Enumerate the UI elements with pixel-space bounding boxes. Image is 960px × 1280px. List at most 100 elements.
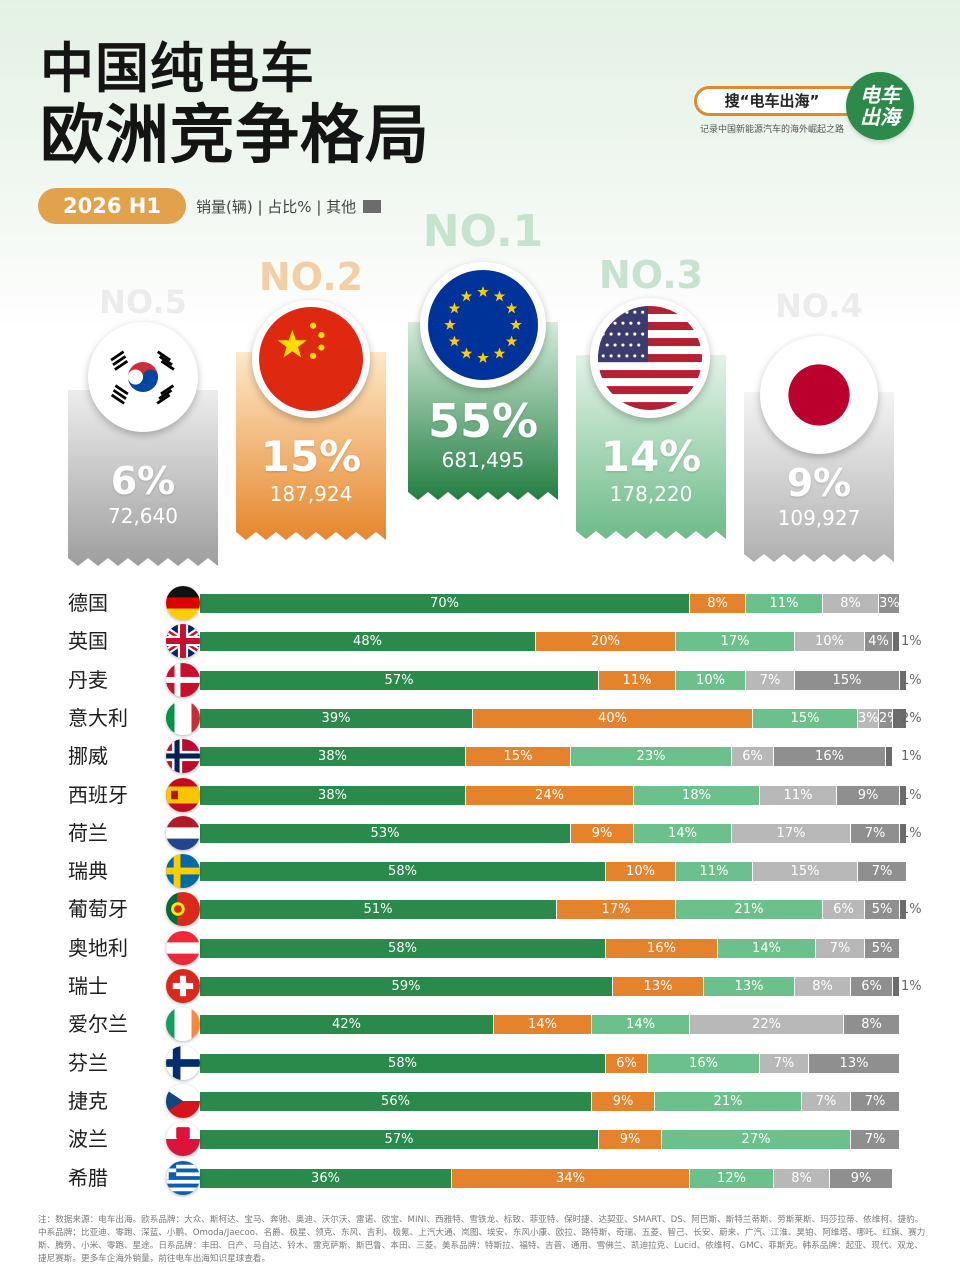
flag-disc-japan: [760, 336, 878, 454]
brand-logo: 电车 出海: [846, 72, 914, 140]
cn-segment: 24%: [466, 785, 634, 805]
other-segment: [900, 670, 907, 690]
podium-stats-no3: 14% 178,220: [576, 436, 726, 506]
country-label: 瑞典: [68, 859, 108, 884]
kr-segment: 3%: [879, 594, 900, 613]
stacked-bar: 57% 11% 10% 7% 15%: [200, 670, 907, 690]
cn-segment: 34%: [452, 1168, 690, 1188]
country-label: 爱尔兰: [68, 1012, 128, 1037]
eu-segment: 58%: [200, 938, 606, 958]
jp-segment: 8%: [823, 594, 879, 613]
us-segment: 14%: [718, 938, 816, 958]
us-segment: 16%: [648, 1053, 760, 1073]
title-line-2: 欧洲竞争格局: [40, 99, 430, 173]
jp-segment: 8%: [795, 977, 851, 996]
share-percent: 55%: [427, 394, 539, 448]
stacked-bar: 39%40%15%3%2%: [200, 708, 907, 728]
norway-flag-icon: [166, 739, 200, 774]
kr-segment: 8%: [844, 1015, 900, 1035]
share-percent: 15%: [260, 432, 362, 481]
podium-card-no5: [68, 390, 218, 566]
cn-segment: 10%: [606, 862, 676, 882]
kr-segment: 2%: [879, 708, 893, 728]
jp-segment: 7%: [802, 1091, 851, 1111]
eu-segment: 58%: [200, 862, 606, 882]
eu-segment: 48%: [200, 632, 536, 652]
portugal-flag-icon: [166, 892, 200, 927]
title-line-1: 中国纯电车: [40, 37, 315, 100]
eu-segment: 57%: [200, 670, 599, 690]
period-badge: 2026 H1: [38, 188, 186, 224]
kr-segment: 5%: [865, 900, 900, 920]
us-segment: 27%: [662, 1130, 851, 1150]
sales-volume: 178,220: [609, 482, 693, 506]
podium-stats-no1: 55% 681,495: [408, 398, 558, 470]
eu-segment: 51%: [200, 900, 557, 920]
stacked-bar: 58% 6% 16% 7% 13%: [200, 1053, 900, 1073]
kr-segment: 7%: [851, 1130, 900, 1150]
kr-segment: 6%: [851, 977, 893, 996]
eu-segment: 56%: [200, 1091, 592, 1111]
eu-flag-icon: [428, 270, 538, 380]
cn-segment: 40%: [473, 708, 753, 728]
country-label: 意大利: [68, 705, 128, 730]
kr-segment: 9%: [830, 1168, 893, 1188]
stacked-bar: 56% 9% 21% 7% 7%: [200, 1091, 900, 1111]
flag-disc-usa: [590, 298, 710, 418]
jp-segment: 3%: [858, 708, 879, 728]
eu-segment: 59%: [200, 977, 613, 996]
jp-segment: 7%: [760, 1053, 809, 1073]
country-label: 波兰: [68, 1127, 108, 1152]
brand-search-pill[interactable]: 搜“电车出海”: [694, 86, 874, 116]
legend-other-swatch: [362, 200, 381, 213]
us-segment: 10%: [676, 670, 746, 690]
rank-no1: NO.1: [422, 206, 544, 257]
eu-segment: 58%: [200, 1053, 606, 1073]
stacked-bar: 57% 9% 27% 7%: [200, 1130, 900, 1150]
jp-segment: 6%: [823, 900, 865, 920]
country-label: 英国: [68, 629, 108, 654]
cn-segment: 9%: [599, 1130, 662, 1150]
spain-flag-icon: [166, 777, 200, 812]
kr-segment: 5%: [865, 938, 900, 958]
finland-flag-icon: [166, 1045, 200, 1080]
share-percent: 9%: [786, 461, 852, 505]
stacked-bar: 36% 34% 12% 8% 9%: [200, 1168, 900, 1188]
netherlands-flag-icon: [166, 815, 200, 850]
stacked-bar: 59% 13% 13% 8% 6%: [200, 977, 900, 996]
footnote: 注：数据来源：电车出海。欧系品牌：大众、斯柯达、宝马、奔驰、奥迪、沃尔沃、雷诺、…: [38, 1215, 926, 1264]
country-label: 奥地利: [68, 935, 128, 960]
jp-segment: 7%: [816, 938, 865, 958]
stacked-bar: 48% 20% 17% 10% 4%: [200, 632, 900, 652]
eu-segment: 36%: [200, 1168, 452, 1188]
us-segment: 17%: [676, 632, 795, 652]
stacked-bar: 51% 17% 21% 6% 5%: [200, 900, 907, 920]
south-korea-flag-icon: [96, 330, 190, 424]
jp-segment: 22%: [690, 1015, 844, 1035]
cn-segment: 14%: [494, 1015, 592, 1035]
country-label: 葡萄牙: [68, 897, 128, 922]
podium-stats-no4: 9% 109,927: [744, 464, 894, 528]
eu-segment: 70%: [200, 594, 690, 613]
ireland-flag-icon: [166, 1007, 200, 1042]
us-segment: 12%: [690, 1168, 774, 1188]
other-segment: [900, 785, 907, 805]
cn-segment: 20%: [536, 632, 676, 652]
country-label: 希腊: [68, 1165, 108, 1190]
jp-segment: 10%: [795, 632, 865, 652]
italy-flag-icon: [166, 700, 200, 735]
cn-segment: 11%: [599, 670, 676, 690]
country-label: 丹麦: [68, 667, 108, 692]
rank-no3: NO.3: [598, 253, 704, 297]
sweden-flag-icon: [166, 854, 200, 889]
other-share-label: 1%: [901, 787, 922, 803]
us-segment: 21%: [676, 900, 823, 920]
other-share-label: 1%: [901, 634, 922, 650]
cn-segment: 9%: [571, 823, 634, 843]
jp-segment: 17%: [732, 823, 851, 843]
usa-flag-icon: [598, 306, 702, 410]
eu-segment: 38%: [200, 747, 466, 767]
uk-flag-icon: [166, 624, 200, 659]
jp-segment: 15%: [753, 862, 858, 882]
podium-stats-no5: 6% 72,640: [68, 462, 218, 526]
